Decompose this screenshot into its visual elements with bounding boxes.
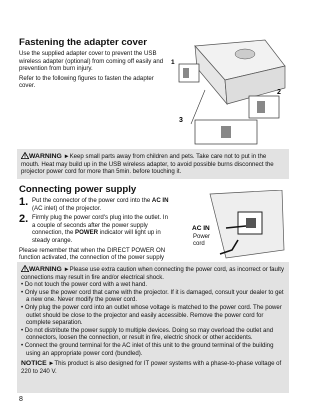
bullet: • Do not touch the power cord with a wet… (21, 281, 148, 289)
bullet: • Only use the power cord that came with… (21, 288, 284, 304)
step-text: indicator will light up in steady orange… (32, 229, 161, 244)
warning-text: ►Please use extra caution when connectin… (21, 266, 285, 281)
step: 1. Put the connector of the power cord i… (19, 197, 172, 212)
notice-label: NOTICE (21, 360, 47, 368)
adapter-figure: 1 2 3 (171, 39, 286, 145)
step-number: 2. (19, 213, 29, 226)
page: Fastening the adapter cover Use the supp… (17, 37, 289, 403)
paragraph: Use the supplied adapter cover to preven… (19, 50, 164, 73)
step-number: 1. (19, 196, 29, 208)
step-text-bold: POWER (75, 229, 99, 237)
step-text: Firmly plug the power cord's plug into t… (32, 214, 168, 237)
warning-box: WARNING ►Please use extra caution when c… (17, 262, 289, 393)
warning-text: ►Keep small parts away from children and… (21, 153, 274, 176)
page-number: 8 (19, 396, 23, 403)
figure-label: 2 (277, 89, 281, 96)
step-text: (AC inlet) of the projector. (32, 204, 102, 212)
power-figure: AC IN (192, 190, 285, 259)
section-title: Fastening the adapter cover (19, 37, 147, 48)
figure-label: 3 (179, 117, 183, 124)
notice-text: ►This product is also designed for IT po… (21, 360, 282, 375)
warning-box: WARNING ►Keep small parts away from chil… (17, 149, 289, 179)
step-text: Put the connector of the power cord into… (32, 197, 152, 204)
step-text-bold: AC IN (151, 197, 169, 204)
warning-icon (20, 151, 30, 159)
bullet: • Connect the ground terminal for the AC… (21, 341, 274, 357)
figure-label: Power cord (193, 234, 211, 247)
warning-label: WARNING (29, 153, 62, 160)
step: 2. Firmly plug the power cord's plug int… (19, 214, 172, 244)
warning-icon (20, 264, 30, 272)
figure-label: 1 (171, 59, 175, 66)
text-block: Use the supplied adapter cover to preven… (19, 50, 165, 92)
section-title: Connecting power supply (19, 184, 137, 195)
figure-label: AC IN (192, 225, 210, 232)
steps: 1. Put the connector of the power cord i… (19, 197, 187, 271)
paragraph: Refer to the following figures to fasten… (19, 74, 154, 90)
warning-label: WARNING (29, 266, 62, 273)
bullet: • Only plug the power cord into an outle… (21, 303, 282, 327)
bullet: • Do not distribute the power supply to … (21, 326, 274, 342)
